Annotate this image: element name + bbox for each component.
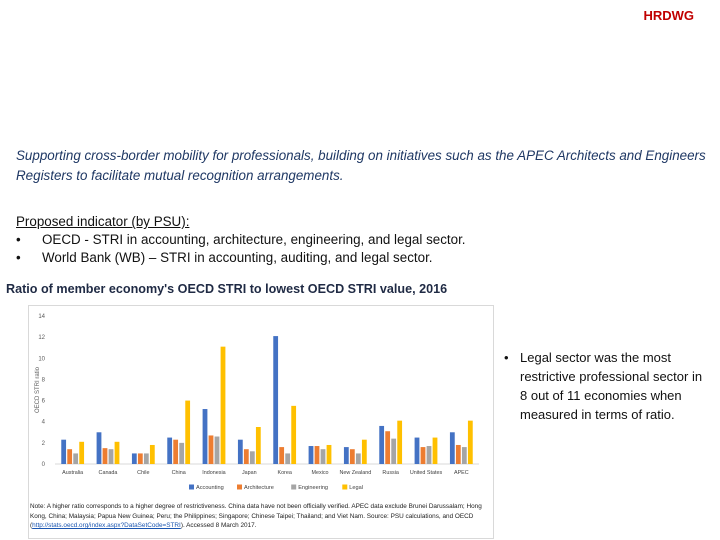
bar-architecture bbox=[208, 435, 214, 464]
bar-engineering bbox=[461, 447, 467, 464]
legend-label: Engineering bbox=[298, 485, 328, 491]
x-tick-label: Japan bbox=[242, 470, 257, 476]
y-tick-label: 6 bbox=[42, 399, 46, 405]
bar-architecture bbox=[243, 449, 249, 464]
x-tick-label: Mexico bbox=[311, 470, 328, 476]
bar-legal bbox=[361, 439, 367, 464]
bar-legal bbox=[149, 444, 155, 464]
bar-engineering bbox=[320, 449, 326, 464]
bar-engineering bbox=[285, 453, 291, 464]
proposed-item: World Bank (WB) – STRI in accounting, au… bbox=[16, 249, 466, 267]
chart-note: Note: A higher ratio corresponds to a hi… bbox=[30, 502, 490, 531]
x-tick-label: Korea bbox=[277, 470, 291, 476]
bar-legal bbox=[326, 444, 332, 464]
legend-label: Accounting bbox=[196, 485, 224, 491]
bullet-icon: • bbox=[504, 350, 509, 365]
bar-accounting bbox=[273, 336, 279, 464]
bar-engineering bbox=[143, 453, 149, 464]
x-tick-label: Russia bbox=[382, 470, 398, 476]
takeaway: • Legal sector was the most restrictive … bbox=[504, 348, 704, 424]
bar-chart: 0 2 4 6 8 10 12 14 OECD STRI ratio Australia Canad… bbox=[35, 314, 479, 491]
y-tick-label: 2 bbox=[42, 441, 46, 447]
bar-architecture bbox=[67, 449, 73, 464]
legend-swatch bbox=[189, 484, 194, 490]
bar-accounting bbox=[61, 439, 67, 464]
proposed-list: OECD - STRI in accounting, architecture,… bbox=[16, 231, 466, 267]
bar-accounting bbox=[414, 437, 420, 464]
bar-accounting bbox=[202, 409, 208, 464]
source-suffix: ). Accessed 8 March 2017. bbox=[180, 522, 257, 529]
note-text: Note: A higher ratio corresponds to a hi… bbox=[30, 503, 482, 520]
bar-engineering bbox=[391, 438, 397, 464]
bar-accounting bbox=[449, 432, 455, 464]
bar-legal bbox=[185, 400, 191, 464]
bar-accounting bbox=[167, 437, 173, 464]
x-tick-label: Chile bbox=[137, 470, 149, 476]
bar-engineering bbox=[426, 446, 432, 464]
y-axis-label: OECD STRI ratio bbox=[35, 366, 41, 413]
source-prefix: Source: PSU calculations, and OECD ( bbox=[30, 512, 474, 530]
bar-legal bbox=[397, 420, 403, 464]
bar-engineering bbox=[73, 453, 79, 464]
bar-architecture bbox=[455, 444, 461, 464]
x-tick-label: Australia bbox=[62, 470, 83, 476]
bar-accounting bbox=[237, 439, 243, 464]
bar-engineering bbox=[214, 436, 220, 464]
bar-architecture bbox=[102, 448, 108, 464]
y-tick-label: 8 bbox=[42, 377, 46, 383]
x-tick-label: Canada bbox=[99, 470, 118, 476]
legend-label: Architecture bbox=[244, 485, 274, 491]
proposed-heading: Proposed indicator (by PSU): bbox=[16, 214, 190, 229]
brand-logo-text: HRDWG bbox=[643, 8, 694, 23]
x-tick-label: Indonesia bbox=[202, 470, 225, 476]
legend-swatch bbox=[342, 484, 348, 490]
y-tick-label: 0 bbox=[42, 462, 46, 468]
x-tick-label: China bbox=[172, 470, 186, 476]
bar-accounting bbox=[131, 453, 137, 464]
bar-architecture bbox=[349, 449, 355, 464]
bar-accounting bbox=[379, 425, 385, 464]
legend-label: Legal bbox=[349, 485, 363, 491]
y-tick-label: 14 bbox=[38, 314, 45, 320]
bar-legal bbox=[220, 346, 226, 464]
proposed-item: OECD - STRI in accounting, architecture,… bbox=[16, 231, 466, 249]
bar-architecture bbox=[314, 446, 320, 464]
legend-swatch bbox=[237, 484, 242, 490]
intro-text: Supporting cross-border mobility for pro… bbox=[16, 148, 706, 183]
bar-accounting bbox=[343, 447, 349, 464]
bar-architecture bbox=[420, 447, 426, 464]
bar-architecture bbox=[385, 431, 391, 464]
bar-accounting bbox=[308, 446, 314, 464]
source-link[interactable]: http://stats.oecd.org/index.aspx?DataSet… bbox=[32, 522, 181, 529]
bar-legal bbox=[432, 437, 438, 464]
bar-legal bbox=[79, 441, 85, 464]
bar-architecture bbox=[279, 447, 285, 464]
bar-architecture bbox=[173, 439, 179, 464]
y-tick-label: 10 bbox=[38, 356, 45, 362]
bar-engineering bbox=[108, 449, 114, 464]
y-tick-label: 4 bbox=[42, 420, 46, 426]
bar-legal bbox=[291, 405, 297, 464]
bar-accounting bbox=[96, 432, 102, 464]
chart-frame: 0 2 4 6 8 10 12 14 OECD STRI ratio Australia Canad… bbox=[28, 305, 494, 539]
proposed-indicator: Proposed indicator (by PSU): OECD - STRI… bbox=[16, 213, 466, 267]
chart-title: Ratio of member economy's OECD STRI to l… bbox=[6, 282, 448, 296]
bar-architecture bbox=[137, 453, 143, 464]
bar-engineering bbox=[179, 442, 185, 464]
bar-engineering bbox=[355, 453, 361, 464]
x-tick-label: APEC bbox=[454, 470, 469, 476]
takeaway-text: Legal sector was the most restrictive pr… bbox=[520, 350, 703, 422]
legend-swatch bbox=[291, 484, 297, 490]
bar-legal bbox=[467, 420, 473, 464]
x-tick-label: New Zealand bbox=[339, 470, 371, 476]
x-tick-label: United States bbox=[410, 470, 443, 476]
bar-engineering bbox=[249, 451, 255, 464]
bar-legal bbox=[114, 441, 120, 464]
y-tick-label: 12 bbox=[38, 335, 45, 341]
bar-legal bbox=[255, 427, 261, 464]
